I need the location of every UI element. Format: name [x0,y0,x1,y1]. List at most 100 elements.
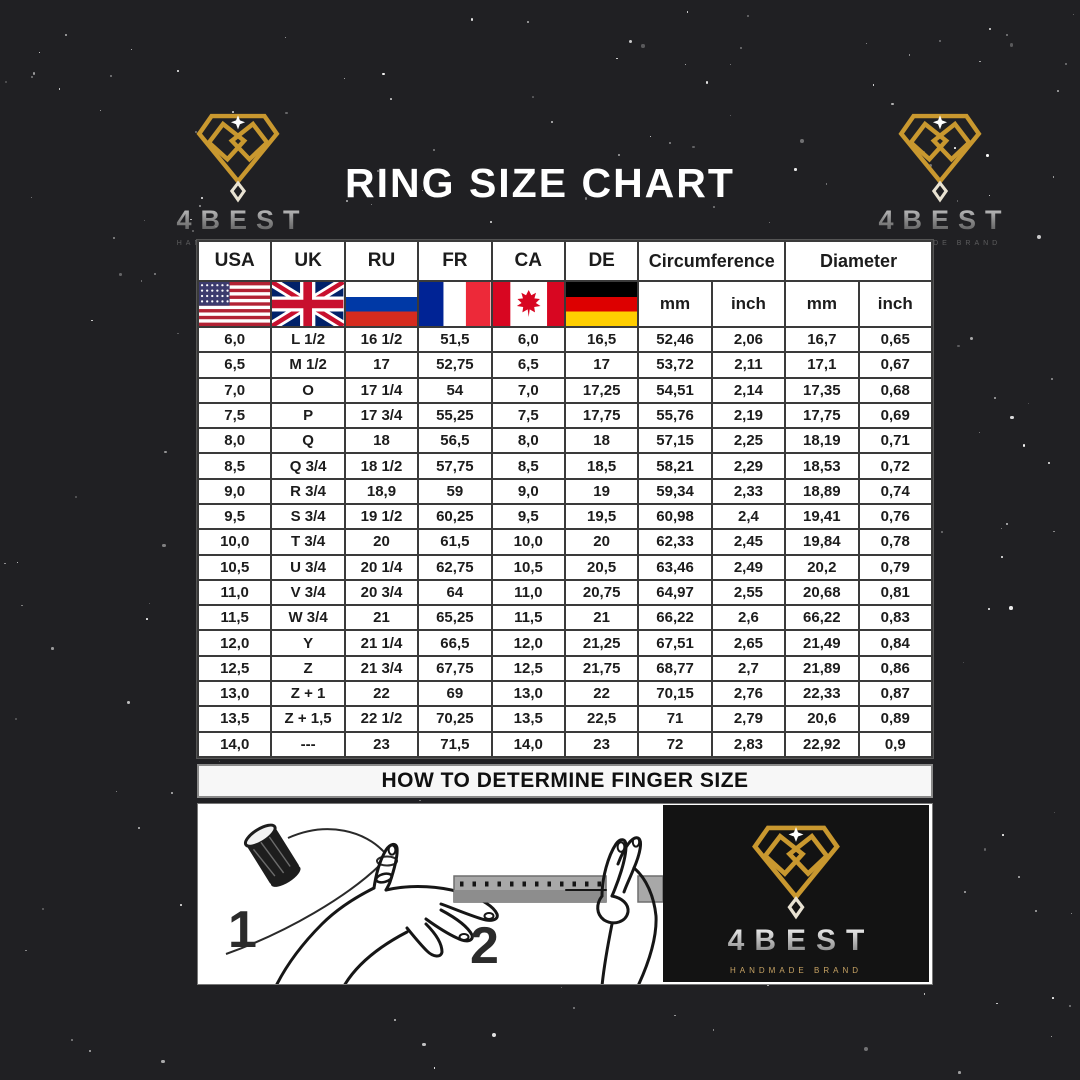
star [617,153,620,156]
table-cell: 60,98 [637,502,713,531]
table-cell: 20,75 [563,578,640,607]
star [668,142,671,145]
brand-tagline: HANDMADE BRAND [878,240,1002,247]
star [800,138,804,143]
table-row: 11,0 V 3/4 20 3/4 64 11,0 20,75 64,97 2,55 20,68… [196,578,934,607]
brand-logo-card: 4BEST HANDMADE BRAND [663,805,929,982]
brand-name: 4BEST [718,924,875,958]
star [747,14,749,17]
table-cell: 14,0 [196,730,273,758]
sparkle-icon [932,115,948,130]
star [923,993,926,995]
table-cell: 71 [637,705,713,733]
table-cell: 0,83 [857,604,934,632]
table-cell: S 3/4 [270,502,346,531]
star [825,183,827,185]
table-header: USA UK RU FR CA DE Circumference Diameter mm inc… [196,240,934,328]
diamond-logo [850,102,1030,211]
star [192,230,195,233]
star [988,195,990,197]
brand-name: 4BEST [148,205,328,236]
sparkle-icon [788,826,804,842]
table-row: 8,5 Q 3/4 18 1/2 57,75 8,5 18,5 58,21 2,29 18,53… [196,452,934,480]
table-cell: 22,92 [784,730,860,758]
table-cell: 16,5 [563,325,640,354]
de-flag [563,280,640,328]
star [390,98,392,100]
star [421,190,423,192]
star [170,792,173,795]
table-row: 7,0 O 17 1/4 54 7,0 17,25 54,51 2,14 17,35 0,68 [196,376,934,404]
star [730,114,732,116]
brand-tagline: HANDMADE BRAND [729,965,862,975]
star [527,21,530,24]
brand-logo-right: 4BEST HANDMADE BRAND [850,102,1030,247]
star [1010,415,1015,420]
table-cell: 18 [563,427,640,455]
star [794,168,797,171]
table-cell: Y [270,629,346,657]
table-cell: 67,51 [637,629,713,657]
table-cell: 18,19 [784,427,860,455]
star [146,618,148,620]
unit-header-0: mm [637,280,713,328]
star [32,71,36,75]
star [176,69,180,73]
star [713,205,716,208]
table-cell: 22 1/2 [343,705,420,733]
table-cell: 18,9 [343,477,420,505]
star [995,1002,998,1005]
star [491,1032,497,1038]
table-row: 14,0 --- 23 71,5 14,0 23 72 2,83 22,92 0,9 [196,730,934,758]
star [343,77,346,80]
column-header-de: DE [563,240,640,282]
table-cell: 8,0 [490,427,566,455]
star [1018,876,1021,878]
table-cell: 2,79 [710,705,787,733]
table-cell: 57,15 [637,427,713,455]
table-cell: 2,4 [710,502,787,531]
star [766,983,770,987]
table-cell: 2,45 [710,528,787,556]
table-cell: R 3/4 [270,477,346,505]
table-cell: 20,68 [784,578,860,607]
star [963,662,965,664]
table-cell: 8,5 [490,452,566,480]
table-cell: Z + 1,5 [270,705,346,733]
table-cell: 68,77 [637,654,713,682]
hand-pinching-thread [565,836,658,984]
star [41,907,44,910]
star [140,280,143,282]
table-cell: 21,75 [563,654,640,682]
table-cell: 52,75 [417,351,493,379]
table-cell: 71,5 [417,730,493,758]
star [382,72,385,76]
table-cell: 11,5 [490,604,566,632]
table-cell: 17,75 [563,401,640,430]
table-cell: 67,75 [417,654,493,682]
diamond-logo-icon [898,113,982,203]
table-row: 6,0 L 1/2 16 1/2 51,5 6,0 16,5 52,46 2,06 16,7 0,… [196,325,934,354]
table-row: 12,5 Z 21 3/4 67,75 12,5 21,75 68,77 2,7 21,89 0,… [196,654,934,682]
table-cell: 0,68 [857,376,934,404]
star [21,604,23,607]
usa-flag [196,280,273,328]
table-row: 12,0 Y 21 1/4 66,5 12,0 21,25 67,51 2,65 21,49 0,… [196,629,934,657]
table-cell: 12,0 [196,629,273,657]
star [865,43,867,45]
star [979,60,981,63]
table-cell: 2,83 [710,730,787,758]
star [1047,461,1051,465]
table-cell: T 3/4 [270,528,346,556]
table-row: 13,0 Z + 1 22 69 13,0 22 70,15 2,76 22,33 0,87 [196,679,934,708]
star [1051,1035,1053,1037]
table-cell: 18,5 [563,452,640,480]
table-cell: 19,5 [563,502,640,531]
table-cell: 9,5 [490,502,566,531]
table-cell: 9,0 [490,477,566,505]
star [674,1014,676,1017]
table-cell: 53,72 [637,351,713,379]
table-cell: P [270,401,346,430]
table-row: 11,5 W 3/4 21 65,25 11,5 21 66,22 2,6 66,22 0,83 [196,604,934,632]
